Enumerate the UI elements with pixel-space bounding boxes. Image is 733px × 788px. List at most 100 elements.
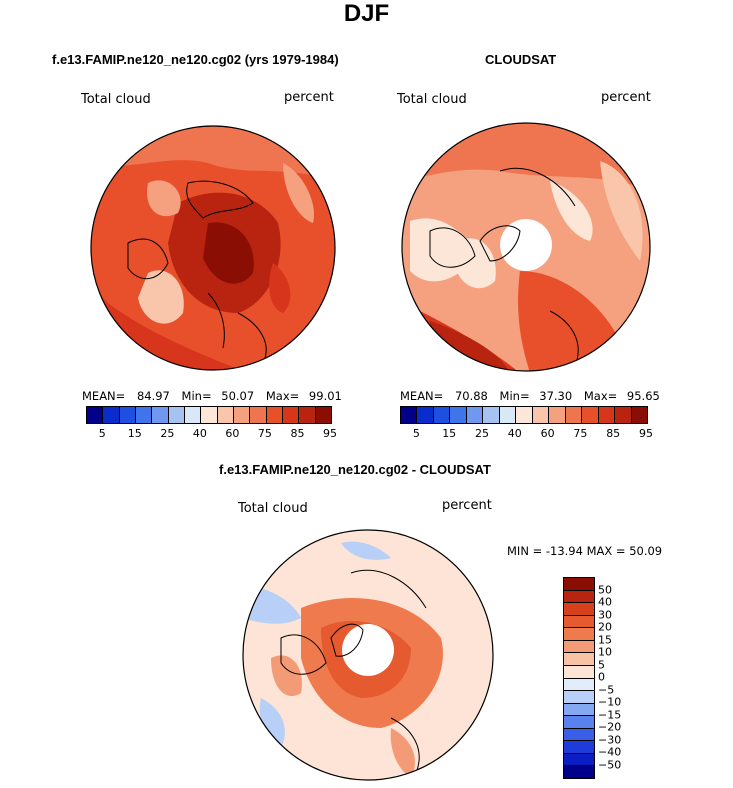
colorbar-tick-label: 75 [573, 427, 588, 440]
panel1-polar-map [90, 125, 336, 371]
colorbar-tick-label: 10 [598, 645, 612, 659]
colorbar-swatch [582, 407, 599, 423]
colorbar-tick-label: 50 [598, 583, 612, 596]
panel2-colorbar-ticks: 5 15 25 40 60 75 85 95 [400, 427, 653, 441]
colorbar-tick-label: −10 [598, 695, 622, 709]
colorbar-swatch [564, 691, 594, 704]
colorbar-tick-label: −40 [598, 745, 622, 759]
panel3-polar-map [242, 529, 494, 781]
colorbar-tick-label: 85 [290, 427, 305, 440]
colorbar-swatch [564, 653, 594, 666]
colorbar-swatch [483, 407, 500, 423]
colorbar-swatch [564, 603, 594, 616]
panel3-colorbar-ticks: 50 40 30 20 15 10 5 0 −5 −10 −15 −20 −30 −40 −50 [598, 577, 658, 777]
colorbar-tick-label: 60 [225, 427, 240, 440]
colorbar-tick-label: 0 [598, 670, 605, 684]
colorbar-tick-label: 40 [598, 595, 612, 609]
colorbar-swatch [631, 407, 648, 423]
colorbar-swatch [564, 753, 594, 767]
panel3-colorbar [563, 577, 595, 779]
colorbar-tick-label: 40 [507, 427, 522, 440]
panel2-colorbar [400, 406, 648, 424]
panel2-stats: MEAN= 70.88 Min= 37.30 Max= 95.65 [400, 389, 660, 403]
panel1-min-value: 50.07 [221, 389, 255, 403]
panel2-min-label: Min= [499, 389, 530, 403]
panel1-mean-label: MEAN= [82, 389, 126, 403]
colorbar-swatch [87, 407, 104, 423]
panel1-colorbar-ticks: 5 15 25 40 60 75 85 95 [86, 427, 337, 441]
panel1-max-label: Max= [265, 389, 300, 403]
panel1-mean-value: 84.97 [136, 389, 170, 403]
colorbar-swatch [299, 407, 316, 423]
colorbar-swatch [450, 407, 467, 423]
panel2-variable-label: Total cloud [397, 92, 467, 107]
colorbar-swatch [233, 407, 251, 423]
colorbar-tick-label: 15 [442, 427, 457, 440]
panel2-polar-map [401, 122, 651, 372]
colorbar-swatch [564, 766, 594, 778]
panel2-mean-label: MEAN= [400, 389, 444, 403]
colorbar-swatch [615, 407, 632, 423]
colorbar-swatch [499, 407, 517, 423]
colorbar-swatch [564, 703, 594, 717]
panel1-variable-label: Total cloud [81, 92, 151, 107]
colorbar-swatch [564, 728, 594, 742]
main-title: DJF [343, 0, 390, 27]
colorbar-swatch [564, 628, 594, 641]
panel1-stats: MEAN= 84.97 Min= 50.07 Max= 99.01 [82, 389, 342, 403]
panel1-colorbar [86, 406, 332, 424]
colorbar-tick-label: 85 [606, 427, 621, 440]
panel3-title: f.e13.FAMIP.ne120_ne120.cg02 - CLOUDSAT [219, 462, 491, 477]
colorbar-swatch [417, 407, 434, 423]
colorbar-swatch [168, 407, 185, 423]
panel3-variable-label: Total cloud [238, 501, 308, 516]
colorbar-tick-label: 95 [323, 427, 337, 440]
colorbar-swatch [103, 407, 120, 423]
colorbar-tick-label: 5 [598, 658, 605, 671]
colorbar-swatch [565, 407, 583, 423]
colorbar-swatch [564, 590, 594, 604]
colorbar-swatch [564, 640, 594, 654]
colorbar-swatch [184, 407, 202, 423]
colorbar-tick-label: −30 [598, 733, 622, 746]
colorbar-tick-label: 5 [98, 427, 106, 440]
colorbar-tick-label: −5 [598, 683, 615, 696]
colorbar-tick-label: 15 [598, 633, 612, 646]
colorbar-swatch [564, 578, 594, 591]
panel3-minmax-text: MIN = -13.94 MAX = 50.09 [507, 544, 663, 558]
colorbar-tick-label: 95 [639, 427, 653, 440]
panel2-title: CLOUDSAT [485, 52, 557, 67]
colorbar-swatch [466, 407, 484, 423]
colorbar-swatch [401, 407, 418, 423]
panel1-min-label: Min= [181, 389, 212, 403]
colorbar-tick-label: −15 [598, 708, 622, 721]
panel2-min-value: 37.30 [539, 389, 573, 403]
colorbar-swatch [250, 407, 267, 423]
panel2-max-label: Max= [583, 389, 618, 403]
colorbar-tick-label: 25 [160, 427, 175, 440]
colorbar-tick-label: −50 [598, 758, 622, 771]
colorbar-swatch [564, 665, 594, 679]
colorbar-swatch [282, 407, 300, 423]
panel2-units-label: percent [601, 90, 651, 105]
colorbar-swatch [564, 678, 594, 692]
colorbar-swatch [549, 407, 566, 423]
colorbar-swatch [564, 741, 594, 754]
colorbar-tick-label: 60 [540, 427, 555, 440]
colorbar-swatch [201, 407, 218, 423]
colorbar-swatch [516, 407, 533, 423]
colorbar-tick-label: 40 [192, 427, 207, 440]
colorbar-tick-label: 20 [598, 620, 612, 634]
colorbar-swatch [315, 407, 331, 423]
colorbar-swatch [564, 615, 594, 629]
panel2-max-value: 95.65 [626, 389, 660, 403]
colorbar-swatch [152, 407, 169, 423]
colorbar-swatch [598, 407, 616, 423]
colorbar-swatch [119, 407, 136, 423]
colorbar-tick-label: 5 [412, 427, 420, 440]
colorbar-swatch [266, 407, 283, 423]
colorbar-tick-label: 75 [257, 427, 272, 440]
colorbar-tick-label: 30 [598, 608, 612, 621]
panel3-units-label: percent [442, 498, 492, 513]
colorbar-swatch [217, 407, 234, 423]
